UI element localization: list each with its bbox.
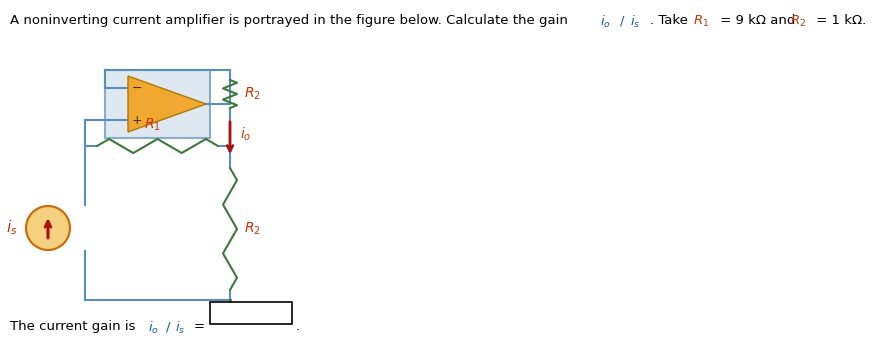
FancyBboxPatch shape <box>105 70 210 138</box>
Text: = 1 kΩ.: = 1 kΩ. <box>812 14 866 27</box>
Text: = 9 kΩ and: = 9 kΩ and <box>716 14 800 27</box>
Text: $\mathit{R}_2$: $\mathit{R}_2$ <box>790 14 806 29</box>
Text: $R_1$: $R_1$ <box>144 117 161 133</box>
Text: +: + <box>132 113 143 127</box>
Circle shape <box>26 206 70 250</box>
Text: =: = <box>194 320 205 333</box>
Text: −: − <box>132 81 143 95</box>
Text: $i_s$: $i_s$ <box>6 219 18 237</box>
Text: $\mathit{i}_o$: $\mathit{i}_o$ <box>600 14 611 30</box>
Text: $\mathit{R}_1$: $\mathit{R}_1$ <box>693 14 710 29</box>
Text: A noninverting current amplifier is portrayed in the figure below. Calculate the: A noninverting current amplifier is port… <box>10 14 572 27</box>
Text: $\mathit{i}_o$: $\mathit{i}_o$ <box>148 320 159 336</box>
Text: .: . <box>296 320 300 333</box>
Text: . Take: . Take <box>650 14 692 27</box>
Text: $\mathit{i}_s$: $\mathit{i}_s$ <box>175 320 186 336</box>
Text: /: / <box>166 320 171 333</box>
Polygon shape <box>128 76 206 132</box>
Text: /: / <box>620 14 625 27</box>
Text: The current gain is: The current gain is <box>10 320 140 333</box>
Text: $R_2$: $R_2$ <box>244 221 261 237</box>
Text: $i_o$: $i_o$ <box>240 125 251 143</box>
Text: $R_2$: $R_2$ <box>244 86 261 102</box>
Text: $\mathit{i}_s$: $\mathit{i}_s$ <box>630 14 640 30</box>
Bar <box>210 302 292 324</box>
